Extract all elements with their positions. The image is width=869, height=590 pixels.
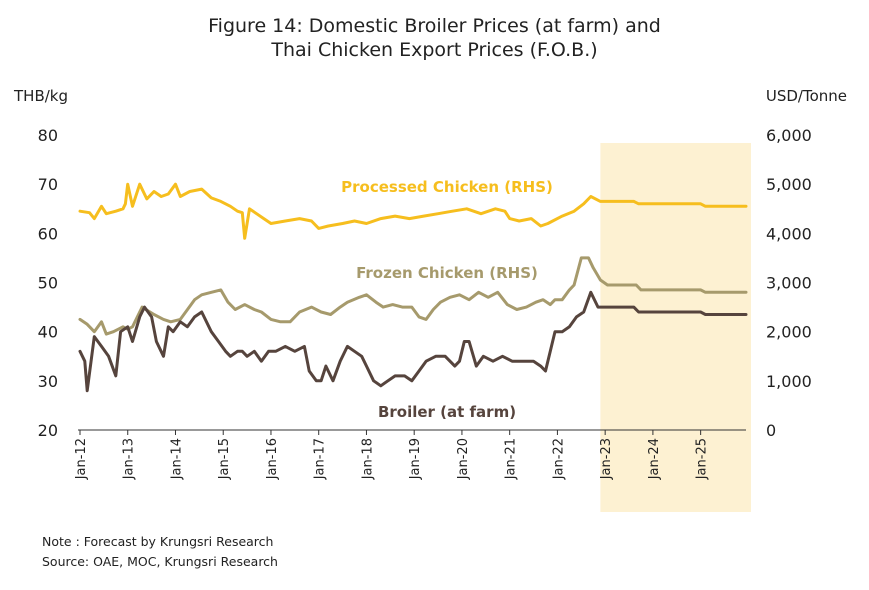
x-axis-tick-label: Jan-23 [599, 438, 614, 480]
right-axis-tick-label: 2,000 [766, 323, 812, 342]
x-axis-tick-label: Jan-19 [408, 438, 423, 480]
x-axis-tick-label: Jan-22 [551, 438, 566, 480]
x-axis-tick-label: Jan-15 [217, 438, 232, 480]
x-axis-tick-label: Jan-18 [360, 438, 375, 480]
forecast-shaded-region [600, 143, 751, 512]
x-axis-tick-label: Jan-21 [504, 438, 519, 480]
x-axis-tick-label: Jan-13 [122, 438, 137, 480]
right-axis-tick-label: 4,000 [766, 224, 812, 243]
series-label-frozen: Frozen Chicken (RHS) [356, 264, 538, 282]
right-axis-tick-label: 3,000 [766, 274, 812, 293]
right-axis-tick-label: 6,000 [766, 126, 812, 145]
footnote-source: Source: OAE, MOC, Krungsri Research [42, 554, 278, 569]
chart-title-line2: Thai Chicken Export Prices (F.O.B.) [271, 39, 598, 61]
x-axis-tick-label: Jan-24 [647, 438, 662, 480]
left-axis-tick-label: 50 [38, 274, 58, 293]
footnote-note: Note : Forecast by Krungsri Research [42, 534, 274, 549]
series-line-broiler [78, 290, 748, 393]
series-line-processed [78, 182, 748, 240]
series-line-frozen [78, 256, 748, 336]
left-axis-tick-label: 70 [38, 175, 58, 194]
right-axis-unit: USD/Tonne [765, 87, 847, 105]
x-axis-tick-label: Jan-14 [169, 438, 184, 480]
x-axis-tick-label: Jan-16 [265, 438, 280, 480]
series-label-broiler: Broiler (at farm) [378, 403, 516, 421]
x-axis-tick-label: Jan-17 [313, 438, 328, 480]
left-axis-tick-label: 80 [38, 126, 58, 145]
chart-title: Figure 14: Domestic Broiler Prices (at f… [0, 14, 869, 62]
left-axis-tick-label: 20 [38, 421, 58, 440]
x-axis-tick-label: Jan-20 [456, 438, 471, 480]
chart-title-line1: Figure 14: Domestic Broiler Prices (at f… [208, 15, 661, 37]
x-axis-tick-label: Jan-12 [74, 438, 89, 480]
left-axis-tick-label: 30 [38, 372, 58, 391]
right-axis-tick-label: 0 [766, 421, 776, 440]
right-axis-tick-label: 5,000 [766, 175, 812, 194]
series-label-processed: Processed Chicken (RHS) [341, 178, 553, 196]
left-axis-tick-label: 40 [38, 323, 58, 342]
right-axis-tick-label: 1,000 [766, 372, 812, 391]
left-axis-unit: THB/kg [14, 87, 68, 105]
x-axis-tick-label: Jan-25 [695, 438, 710, 480]
left-axis-tick-label: 60 [38, 224, 58, 243]
